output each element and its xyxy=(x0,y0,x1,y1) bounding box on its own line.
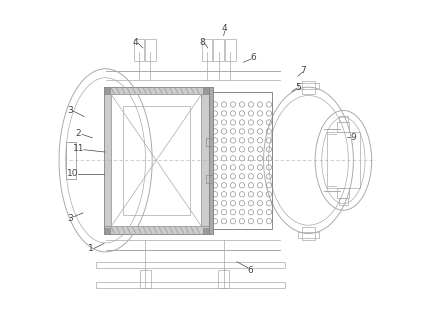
Bar xyxy=(298,232,319,238)
Bar xyxy=(210,92,272,228)
Bar xyxy=(202,95,209,226)
Bar xyxy=(111,95,202,226)
Bar xyxy=(302,80,315,94)
Bar xyxy=(203,87,209,93)
Bar xyxy=(218,270,229,288)
Text: 5: 5 xyxy=(296,83,301,92)
Bar xyxy=(337,188,349,198)
Bar xyxy=(209,87,214,233)
Bar xyxy=(302,227,315,240)
Bar xyxy=(104,226,209,233)
Bar xyxy=(104,87,110,93)
Bar xyxy=(206,138,213,146)
Bar xyxy=(214,39,224,61)
Bar xyxy=(104,227,110,233)
Text: 9: 9 xyxy=(350,133,356,142)
Bar xyxy=(202,39,212,61)
Bar xyxy=(298,83,319,89)
Text: 7: 7 xyxy=(301,66,306,75)
Text: 1: 1 xyxy=(88,244,94,253)
Bar xyxy=(206,175,213,183)
Bar xyxy=(104,87,209,233)
Bar xyxy=(66,142,75,179)
Text: 6: 6 xyxy=(247,266,253,275)
Bar xyxy=(95,283,285,288)
Bar xyxy=(339,116,348,122)
Bar xyxy=(337,122,349,132)
Bar xyxy=(95,263,285,269)
Text: 6: 6 xyxy=(251,53,257,62)
Bar xyxy=(225,39,236,61)
Bar xyxy=(123,106,190,214)
Text: 4: 4 xyxy=(222,24,227,33)
Bar xyxy=(104,95,111,226)
Text: 8: 8 xyxy=(199,38,205,47)
Bar xyxy=(326,132,360,188)
Bar xyxy=(203,227,209,233)
Text: 3: 3 xyxy=(67,214,73,223)
Text: 10: 10 xyxy=(67,169,78,178)
Text: 11: 11 xyxy=(72,144,84,153)
Bar xyxy=(339,198,348,205)
Text: 4: 4 xyxy=(133,38,139,47)
Bar xyxy=(145,39,156,61)
Text: 2: 2 xyxy=(75,129,81,138)
Bar xyxy=(140,270,151,288)
Bar xyxy=(134,39,144,61)
Bar xyxy=(104,87,209,95)
Text: 3: 3 xyxy=(67,106,73,115)
